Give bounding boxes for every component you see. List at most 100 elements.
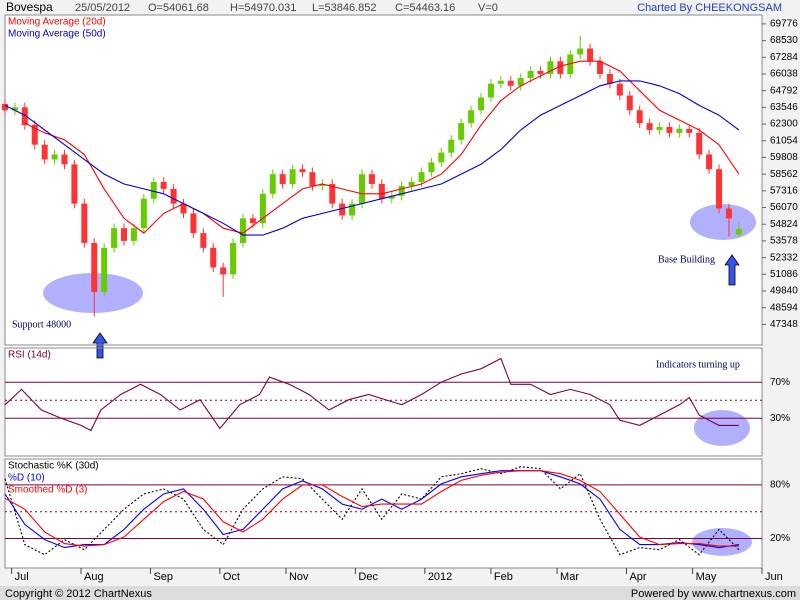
candle-body: [398, 185, 405, 196]
y-tick-label: 61054: [770, 135, 798, 146]
y-tick-label: 58562: [770, 169, 798, 180]
x-tick-label: Mar: [560, 571, 579, 583]
candle-body: [249, 218, 256, 224]
candle-body: [269, 174, 276, 194]
candle-body: [725, 208, 732, 219]
candle-body: [41, 144, 48, 160]
candle-body: [626, 95, 633, 111]
close: C=54463.16: [395, 2, 455, 14]
series-line: [4, 470, 739, 549]
series-line: [24, 60, 740, 234]
y-tick-label: 57316: [770, 185, 798, 196]
candle-body: [368, 174, 375, 184]
candle-body: [448, 139, 455, 153]
x-tick-label: Nov: [289, 571, 309, 583]
copyright: Copyright © 2012 ChartNexus: [5, 588, 152, 600]
y-tick-label: 48594: [770, 302, 798, 313]
y-tick-label: 59808: [770, 152, 798, 163]
candle-body: [378, 183, 385, 199]
annotation: Support 48000: [12, 319, 71, 330]
legend-entry: %D (10): [8, 473, 45, 484]
candle-body: [507, 80, 514, 86]
candle-body: [676, 129, 683, 133]
highlight: [692, 528, 752, 556]
y-tick-label: 67284: [770, 52, 798, 63]
y-tick-label: 62300: [770, 119, 798, 130]
panel-border: [4, 458, 763, 569]
x-tick-label: 2012: [428, 571, 452, 583]
candle-body: [616, 83, 623, 96]
candle-body: [160, 181, 167, 189]
candle-body: [735, 229, 742, 235]
x-tick-label: Apr: [629, 571, 646, 583]
y-tick-label: 54824: [770, 219, 798, 230]
legend-entry: Moving Average (50d): [8, 29, 106, 40]
x-tick-label: Dec: [358, 571, 378, 583]
candle-body: [527, 71, 534, 78]
candle-body: [279, 174, 286, 184]
arrow: [724, 254, 740, 286]
candle-body: [388, 195, 395, 199]
open: O=54061.68: [148, 2, 209, 14]
x-tick-label: Aug: [84, 571, 104, 583]
y-tick-label: 56070: [770, 202, 798, 213]
x-tick-label: Oct: [223, 571, 240, 583]
symbol: Bovespa: [6, 0, 53, 14]
candle-body: [190, 213, 197, 234]
candle-body: [11, 107, 18, 111]
y-tick-label: 30%: [770, 413, 790, 424]
candle-body: [597, 61, 604, 74]
y-tick-label: 49840: [770, 286, 798, 297]
credit: Charted By CHEEKONGSAM: [637, 2, 782, 14]
legend-entry: Moving Average (20d): [8, 17, 106, 28]
y-tick-label: 69776: [770, 19, 798, 30]
candle-body: [31, 125, 38, 145]
panel-border: [4, 347, 763, 457]
y-tick-label: 68530: [770, 35, 798, 46]
footer-bar: [0, 586, 800, 600]
series-line: [4, 80, 740, 236]
y-tick-label: 63546: [770, 102, 798, 113]
candle-body: [478, 97, 485, 111]
x-tick-label: May: [696, 571, 717, 583]
highlight: [694, 410, 750, 446]
y-tick-label: 53578: [770, 236, 798, 247]
y-tick-label: 70%: [770, 377, 790, 388]
candle-body: [299, 169, 306, 173]
volume: V=0: [478, 2, 498, 14]
candle-body: [180, 203, 187, 214]
x-tick-label: Jul: [15, 571, 29, 583]
x-tick-label: Sep: [153, 571, 173, 583]
candle-body: [557, 61, 564, 74]
powered-by: Powered by www.chartnexus.com: [631, 588, 796, 600]
date: 25/05/2012: [75, 2, 130, 14]
candle-body: [438, 152, 445, 163]
panel-border: [4, 14, 763, 346]
candle-body: [130, 228, 137, 241]
highlight: [43, 273, 143, 313]
candle-body: [240, 218, 247, 243]
candle-body: [606, 73, 613, 84]
candle-body: [111, 228, 118, 248]
candle-body: [259, 193, 266, 224]
candle-body: [349, 203, 356, 216]
candle-body: [517, 77, 524, 86]
candle-body: [577, 48, 584, 55]
x-tick-label: Feb: [494, 571, 513, 583]
annotation: Base Building: [658, 254, 715, 265]
highlight: [690, 204, 756, 240]
candle-body: [686, 129, 693, 133]
candle-body: [121, 228, 128, 241]
candle-body: [61, 154, 68, 165]
candle-body: [646, 123, 653, 130]
candle-body: [230, 242, 237, 275]
high: H=54970.031: [230, 2, 296, 14]
candle-body: [418, 172, 425, 182]
y-tick-label: 52332: [770, 252, 798, 263]
candle-body: [289, 169, 296, 184]
candle-body: [408, 181, 415, 186]
y-tick-label: 80%: [770, 480, 790, 491]
candle-body: [101, 247, 108, 292]
candle-body: [210, 247, 217, 268]
y-tick-label: 64792: [770, 85, 798, 96]
